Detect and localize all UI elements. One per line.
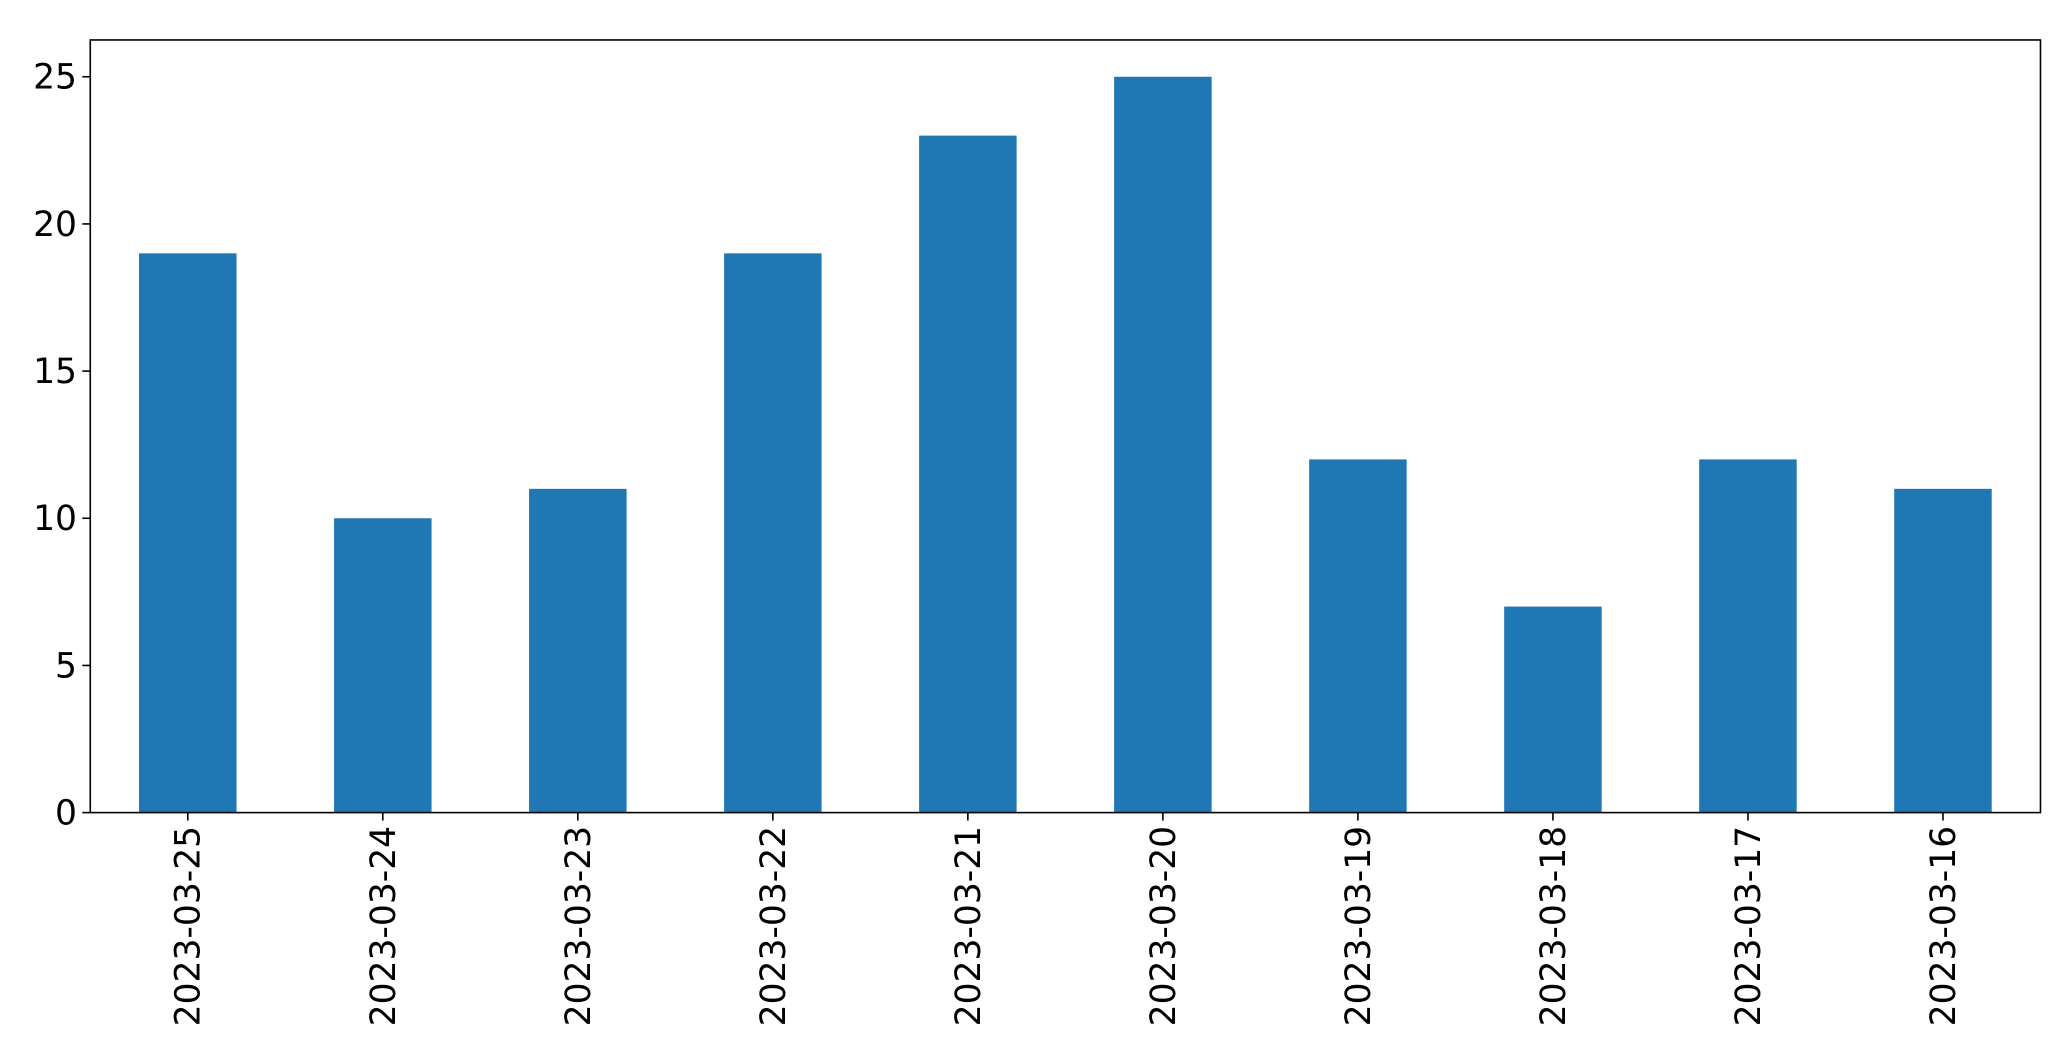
bar <box>334 518 432 813</box>
bar <box>1699 459 1797 813</box>
plot-frame <box>89 39 2042 814</box>
bar <box>1504 606 1602 813</box>
x-tick-label: 2023-03-22 <box>754 826 794 1027</box>
y-tick-label: 0 <box>55 794 77 834</box>
bar <box>919 135 1017 813</box>
x-tick-label: 2023-03-25 <box>169 826 209 1027</box>
x-tick-label: 2023-03-21 <box>949 826 989 1027</box>
x-tick-label: 2023-03-19 <box>1339 826 1379 1027</box>
bar <box>139 253 237 813</box>
x-tick-label: 2023-03-16 <box>1924 826 1964 1027</box>
x-tick-label: 2023-03-24 <box>364 826 404 1027</box>
bar <box>1114 76 1212 813</box>
y-tick-label: 25 <box>33 58 77 98</box>
x-tick-label: 2023-03-23 <box>559 826 599 1027</box>
bar <box>1309 459 1407 813</box>
y-tick-label: 20 <box>33 205 77 245</box>
y-tick-label: 5 <box>55 646 77 686</box>
x-tick-label: 2023-03-20 <box>1144 826 1184 1027</box>
bar <box>724 253 822 813</box>
bar <box>1894 488 1992 813</box>
x-tick-label: 2023-03-18 <box>1534 826 1574 1027</box>
y-tick-label: 10 <box>33 499 77 539</box>
bar <box>529 488 627 813</box>
x-tick-label: 2023-03-17 <box>1729 826 1769 1027</box>
y-tick-label: 15 <box>33 352 77 392</box>
